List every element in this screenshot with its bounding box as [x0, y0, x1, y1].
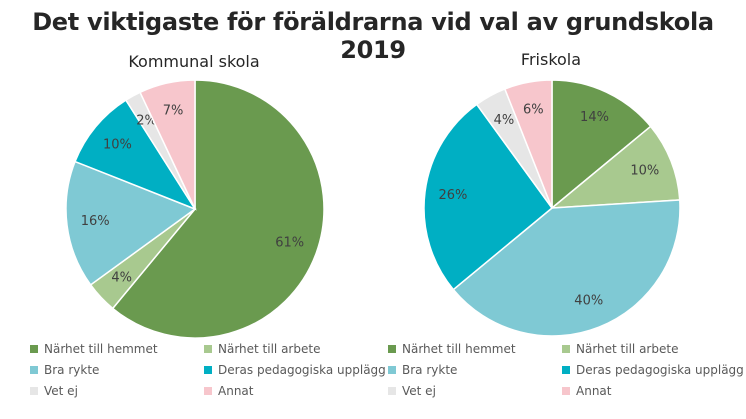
legend-item-narhet-till-arbete: Närhet till arbete	[562, 342, 678, 356]
pie-1-slice-bra-rykte	[452, 199, 681, 337]
legend-item-deras-pedagogiska-upplagg: Deras pedagogiska upplägg	[562, 363, 744, 377]
legend-label: Bra rykte	[44, 363, 100, 377]
pie-0-slice-deras-pedagogiska-upplagg	[74, 99, 197, 211]
legend-label: Deras pedagogiska upplägg	[576, 363, 744, 377]
legend-swatch	[388, 345, 396, 353]
legend-swatch	[30, 387, 38, 395]
pie-0-label-deras-pedagogiska-upplagg: 10%	[103, 137, 132, 152]
pie-1-label-annat: 6%	[523, 102, 544, 117]
legend-item-annat: Annat	[562, 384, 611, 398]
legend-label: Närhet till arbete	[576, 342, 679, 356]
legend-swatch	[30, 366, 38, 374]
legend-swatch	[204, 366, 212, 374]
legend-item-narhet-till-hemmet: Närhet till hemmet	[30, 342, 158, 356]
legend-swatch	[388, 366, 396, 374]
pie-0-slice-bra-rykte	[65, 160, 197, 286]
pie-title-kommunal: Kommunal skola	[128, 52, 260, 71]
legend-swatch	[204, 345, 212, 353]
legend-swatch	[562, 345, 570, 353]
pie-1-slice-narhet-till-hemmet	[551, 79, 652, 210]
legend-label: Närhet till hemmet	[44, 342, 158, 356]
pie-0-label-annat: 7%	[163, 103, 184, 118]
pie-0-label-narhet-till-arbete: 4%	[111, 270, 132, 285]
pie-title-friskola: Friskola	[520, 50, 582, 69]
legend-label: Annat	[218, 384, 254, 398]
pie-1: 14% 10% 40% 26% 4% 6%	[423, 79, 681, 337]
legend-item-annat: Annat	[204, 384, 253, 398]
legend-label: Närhet till arbete	[218, 342, 321, 356]
pie-1-label-narhet-till-arbete: 10%	[630, 164, 659, 179]
legend-label: Närhet till hemmet	[402, 342, 516, 356]
legend-label: Annat	[576, 384, 612, 398]
pie-1-slice-narhet-till-arbete	[549, 125, 681, 209]
pie-0-slice-annat	[139, 79, 196, 210]
legend-label: Bra rykte	[402, 363, 458, 377]
pie-1-label-deras-pedagogiska-upplagg: 26%	[438, 188, 467, 203]
pie-0: 61%4%16%10%2%7%	[65, 79, 325, 339]
pie-1-label-vet-ej: 4%	[494, 113, 515, 128]
pie-1-slice-annat	[503, 79, 553, 209]
pie-0-slice-narhet-till-hemmet	[111, 79, 325, 339]
legend-swatch	[204, 387, 212, 395]
legend-item-vet-ej: Vet ej	[30, 384, 78, 398]
legend-label: Vet ej	[402, 384, 436, 398]
legend-label: Vet ej	[44, 384, 78, 398]
pie-0-label-narhet-till-hemmet: 61%	[275, 236, 304, 251]
chart-title: Det viktigaste för föräldrarna vid val a…	[32, 8, 714, 64]
legend-item-narhet-till-hemmet: Närhet till hemmet	[388, 342, 516, 356]
pie-1-slice-deras-pedagogiska-upplagg	[423, 103, 554, 291]
legend-item-bra-rykte: Bra rykte	[388, 363, 457, 377]
pie-0-label-bra-rykte: 16%	[81, 214, 110, 229]
legend-item-narhet-till-arbete: Närhet till arbete	[204, 342, 320, 356]
legend-item-deras-pedagogiska-upplagg: Deras pedagogiska upplägg	[204, 363, 386, 377]
pie-1-label-bra-rykte: 40%	[574, 293, 603, 308]
legend-swatch	[562, 366, 570, 374]
legend-item-bra-rykte: Bra rykte	[30, 363, 99, 377]
pie-1-label-narhet-till-hemmet: 14%	[580, 110, 609, 125]
legend-label: Deras pedagogiska upplägg	[218, 363, 386, 377]
legend-swatch	[388, 387, 396, 395]
legend-swatch	[562, 387, 570, 395]
legend-swatch	[30, 345, 38, 353]
legend-item-vet-ej: Vet ej	[388, 384, 436, 398]
